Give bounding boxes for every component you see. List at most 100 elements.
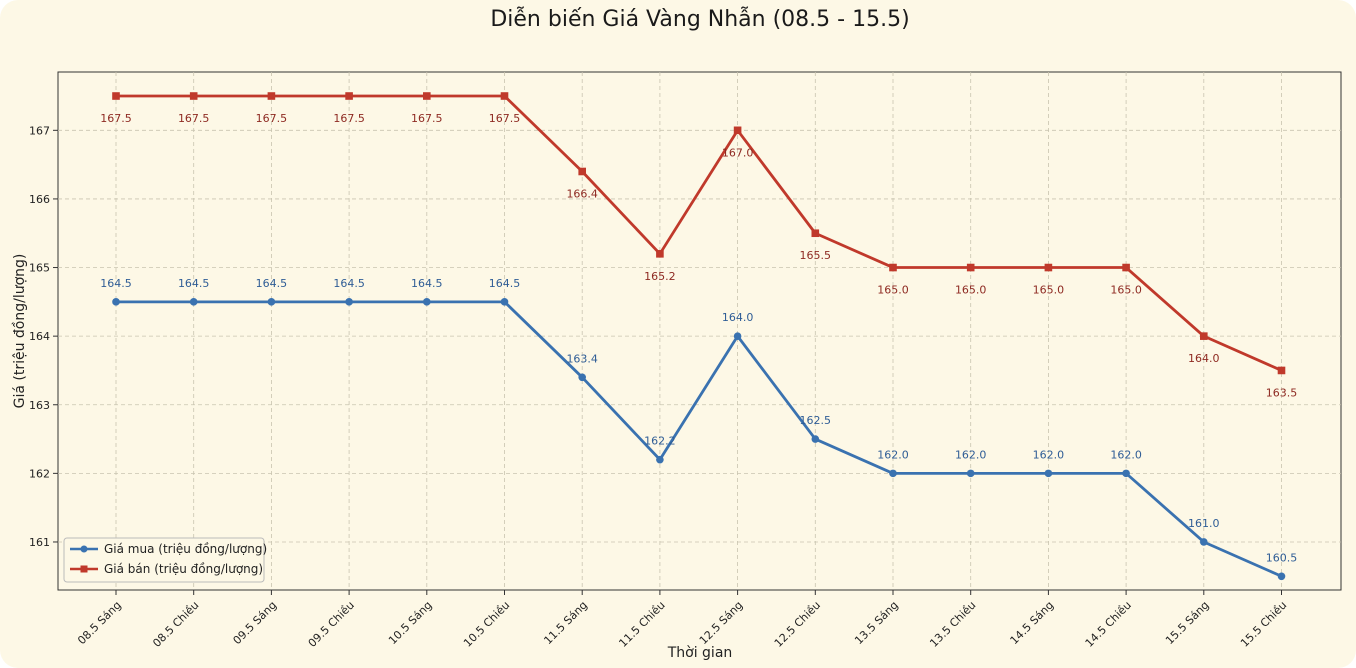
legend-marker-sell — [80, 565, 88, 573]
data-label-1-0: 167.5 — [100, 112, 132, 125]
data-label-1-13: 165.0 — [1110, 284, 1142, 297]
x-tick-label-3: 09.5 Chiều — [306, 599, 357, 650]
series-group — [112, 92, 1286, 581]
data-point-0-15 — [1277, 572, 1286, 581]
series-line-1 — [116, 94, 1283, 372]
x-tick-label-15: 15.5 Chiều — [1238, 599, 1289, 650]
data-label-0-9: 162.5 — [800, 414, 832, 427]
data-point-1-1 — [189, 92, 198, 100]
data-label-1-12: 165.0 — [1033, 284, 1065, 297]
y-tick-label-0: 161 — [29, 536, 50, 549]
data-label-1-9: 165.5 — [800, 249, 832, 262]
x-tick-label-12: 14.5 Sáng — [1008, 599, 1057, 648]
grid-lines — [58, 72, 1341, 590]
data-label-1-11: 165.0 — [955, 284, 987, 297]
legend: Giá mua (triệu đồng/lượng) Giá bán (triệ… — [63, 537, 267, 583]
data-point-0-5 — [500, 298, 509, 306]
data-point-0-4 — [423, 298, 431, 306]
y-tick-label-5: 166 — [29, 193, 50, 206]
x-tick-label-1: 08.5 Chiều — [150, 599, 201, 650]
data-label-1-2: 167.5 — [256, 112, 288, 125]
chart-title: Diễn biến Giá Vàng Nhẫn (08.5 - 15.5) — [490, 6, 909, 32]
data-label-0-13: 162.0 — [1110, 448, 1142, 461]
data-point-0-9 — [811, 435, 820, 443]
data-point-1-9 — [811, 229, 820, 238]
x-tick-label-0: 08.5 Sáng — [75, 599, 124, 648]
data-label-0-3: 164.5 — [333, 277, 365, 290]
data-label-0-4: 164.5 — [411, 277, 443, 290]
data-point-1-2 — [267, 92, 276, 100]
data-point-0-7 — [656, 455, 664, 464]
x-tick-label-11: 13.5 Chiều — [927, 599, 978, 650]
data-label-1-14: 164.0 — [1188, 352, 1220, 365]
data-label-1-1: 167.5 — [178, 112, 210, 125]
data-label-0-10: 162.0 — [877, 448, 909, 461]
x-axis-label: Thời gian — [667, 645, 733, 661]
x-tick-label-7: 11.5 Chiều — [616, 599, 667, 650]
data-point-1-15 — [1277, 366, 1286, 375]
data-point-1-3 — [345, 92, 353, 100]
data-point-1-13 — [1122, 263, 1130, 272]
data-point-1-0 — [112, 92, 120, 100]
data-label-0-7: 162.2 — [644, 435, 676, 448]
legend-box — [63, 537, 265, 583]
data-labels: 164.5 164.5 164.5 164.5 164.5 164.5 163.4 162.2… — [100, 112, 1297, 564]
data-label-1-6: 166.4 — [566, 187, 598, 200]
legend-marker-buy — [80, 545, 88, 553]
data-label-1-15: 163.5 — [1266, 386, 1298, 399]
data-label-0-12: 162.0 — [1033, 448, 1065, 461]
data-label-0-8: 164.0 — [722, 311, 754, 324]
data-label-0-1: 164.5 — [178, 277, 210, 290]
data-point-1-12 — [1044, 263, 1053, 272]
data-point-1-6 — [578, 167, 586, 176]
data-point-0-10 — [889, 469, 897, 478]
legend-label-sell: Giá bán (triệu đồng/lượng) — [104, 562, 263, 576]
data-label-0-5: 164.5 — [489, 277, 521, 290]
data-label-0-14: 161.0 — [1188, 517, 1220, 530]
x-tick-label-14: 15.5 Sáng — [1163, 599, 1212, 648]
x-tick-label-8: 12.5 Sáng — [697, 599, 746, 648]
data-label-0-0: 164.5 — [100, 277, 132, 290]
data-label-1-5: 167.5 — [489, 112, 521, 125]
series-line-0 — [116, 300, 1283, 578]
data-label-1-10: 165.0 — [877, 284, 909, 297]
data-point-1-5 — [500, 92, 509, 100]
y-axis-label: Giá (triệu đồng/lượng) — [11, 254, 28, 409]
data-point-0-14 — [1200, 538, 1208, 546]
data-point-1-10 — [889, 263, 897, 272]
x-tick-label-2: 09.5 Sáng — [231, 599, 280, 648]
data-point-1-14 — [1200, 332, 1208, 340]
data-point-0-13 — [1122, 469, 1130, 478]
data-label-0-15: 160.5 — [1266, 551, 1298, 564]
data-label-1-4: 167.5 — [411, 112, 443, 125]
data-point-0-6 — [578, 373, 586, 382]
data-point-0-2 — [267, 298, 276, 306]
data-label-1-8: 167.0 — [722, 146, 754, 159]
y-tick-label-4: 165 — [29, 262, 50, 275]
x-tick-label-10: 13.5 Sáng — [852, 599, 901, 648]
y-tick-label-3: 164 — [29, 330, 50, 343]
plot-area — [57, 71, 1342, 591]
x-tick-label-13: 14.5 Chiều — [1083, 599, 1134, 650]
data-label-1-3: 167.5 — [333, 112, 365, 125]
x-tick-label-6: 11.5 Sáng — [541, 599, 590, 648]
y-axis-ticks: 161 162 163 164 165 166 167 — [29, 124, 58, 549]
x-tick-label-4: 10.5 Sáng — [386, 599, 435, 648]
x-axis-ticks: 08.5 Sáng 08.5 Chiều 09.5 Sáng 09.5 Chiều 10… — [75, 590, 1289, 650]
legend-label-buy: Giá mua (triệu đồng/lượng) — [104, 542, 267, 556]
data-point-1-11 — [966, 263, 975, 272]
data-point-1-4 — [423, 92, 431, 100]
data-label-0-6: 163.4 — [566, 352, 598, 365]
data-point-0-0 — [112, 298, 120, 306]
y-tick-label-6: 167 — [29, 124, 50, 137]
y-tick-label-1: 162 — [29, 467, 50, 480]
data-label-0-11: 162.0 — [955, 448, 987, 461]
y-tick-label-2: 163 — [29, 399, 50, 412]
data-point-0-1 — [189, 298, 198, 306]
x-tick-label-5: 10.5 Chiều — [461, 599, 512, 650]
data-point-0-3 — [345, 298, 353, 306]
data-label-0-2: 164.5 — [256, 277, 288, 290]
data-point-0-8 — [733, 332, 742, 340]
